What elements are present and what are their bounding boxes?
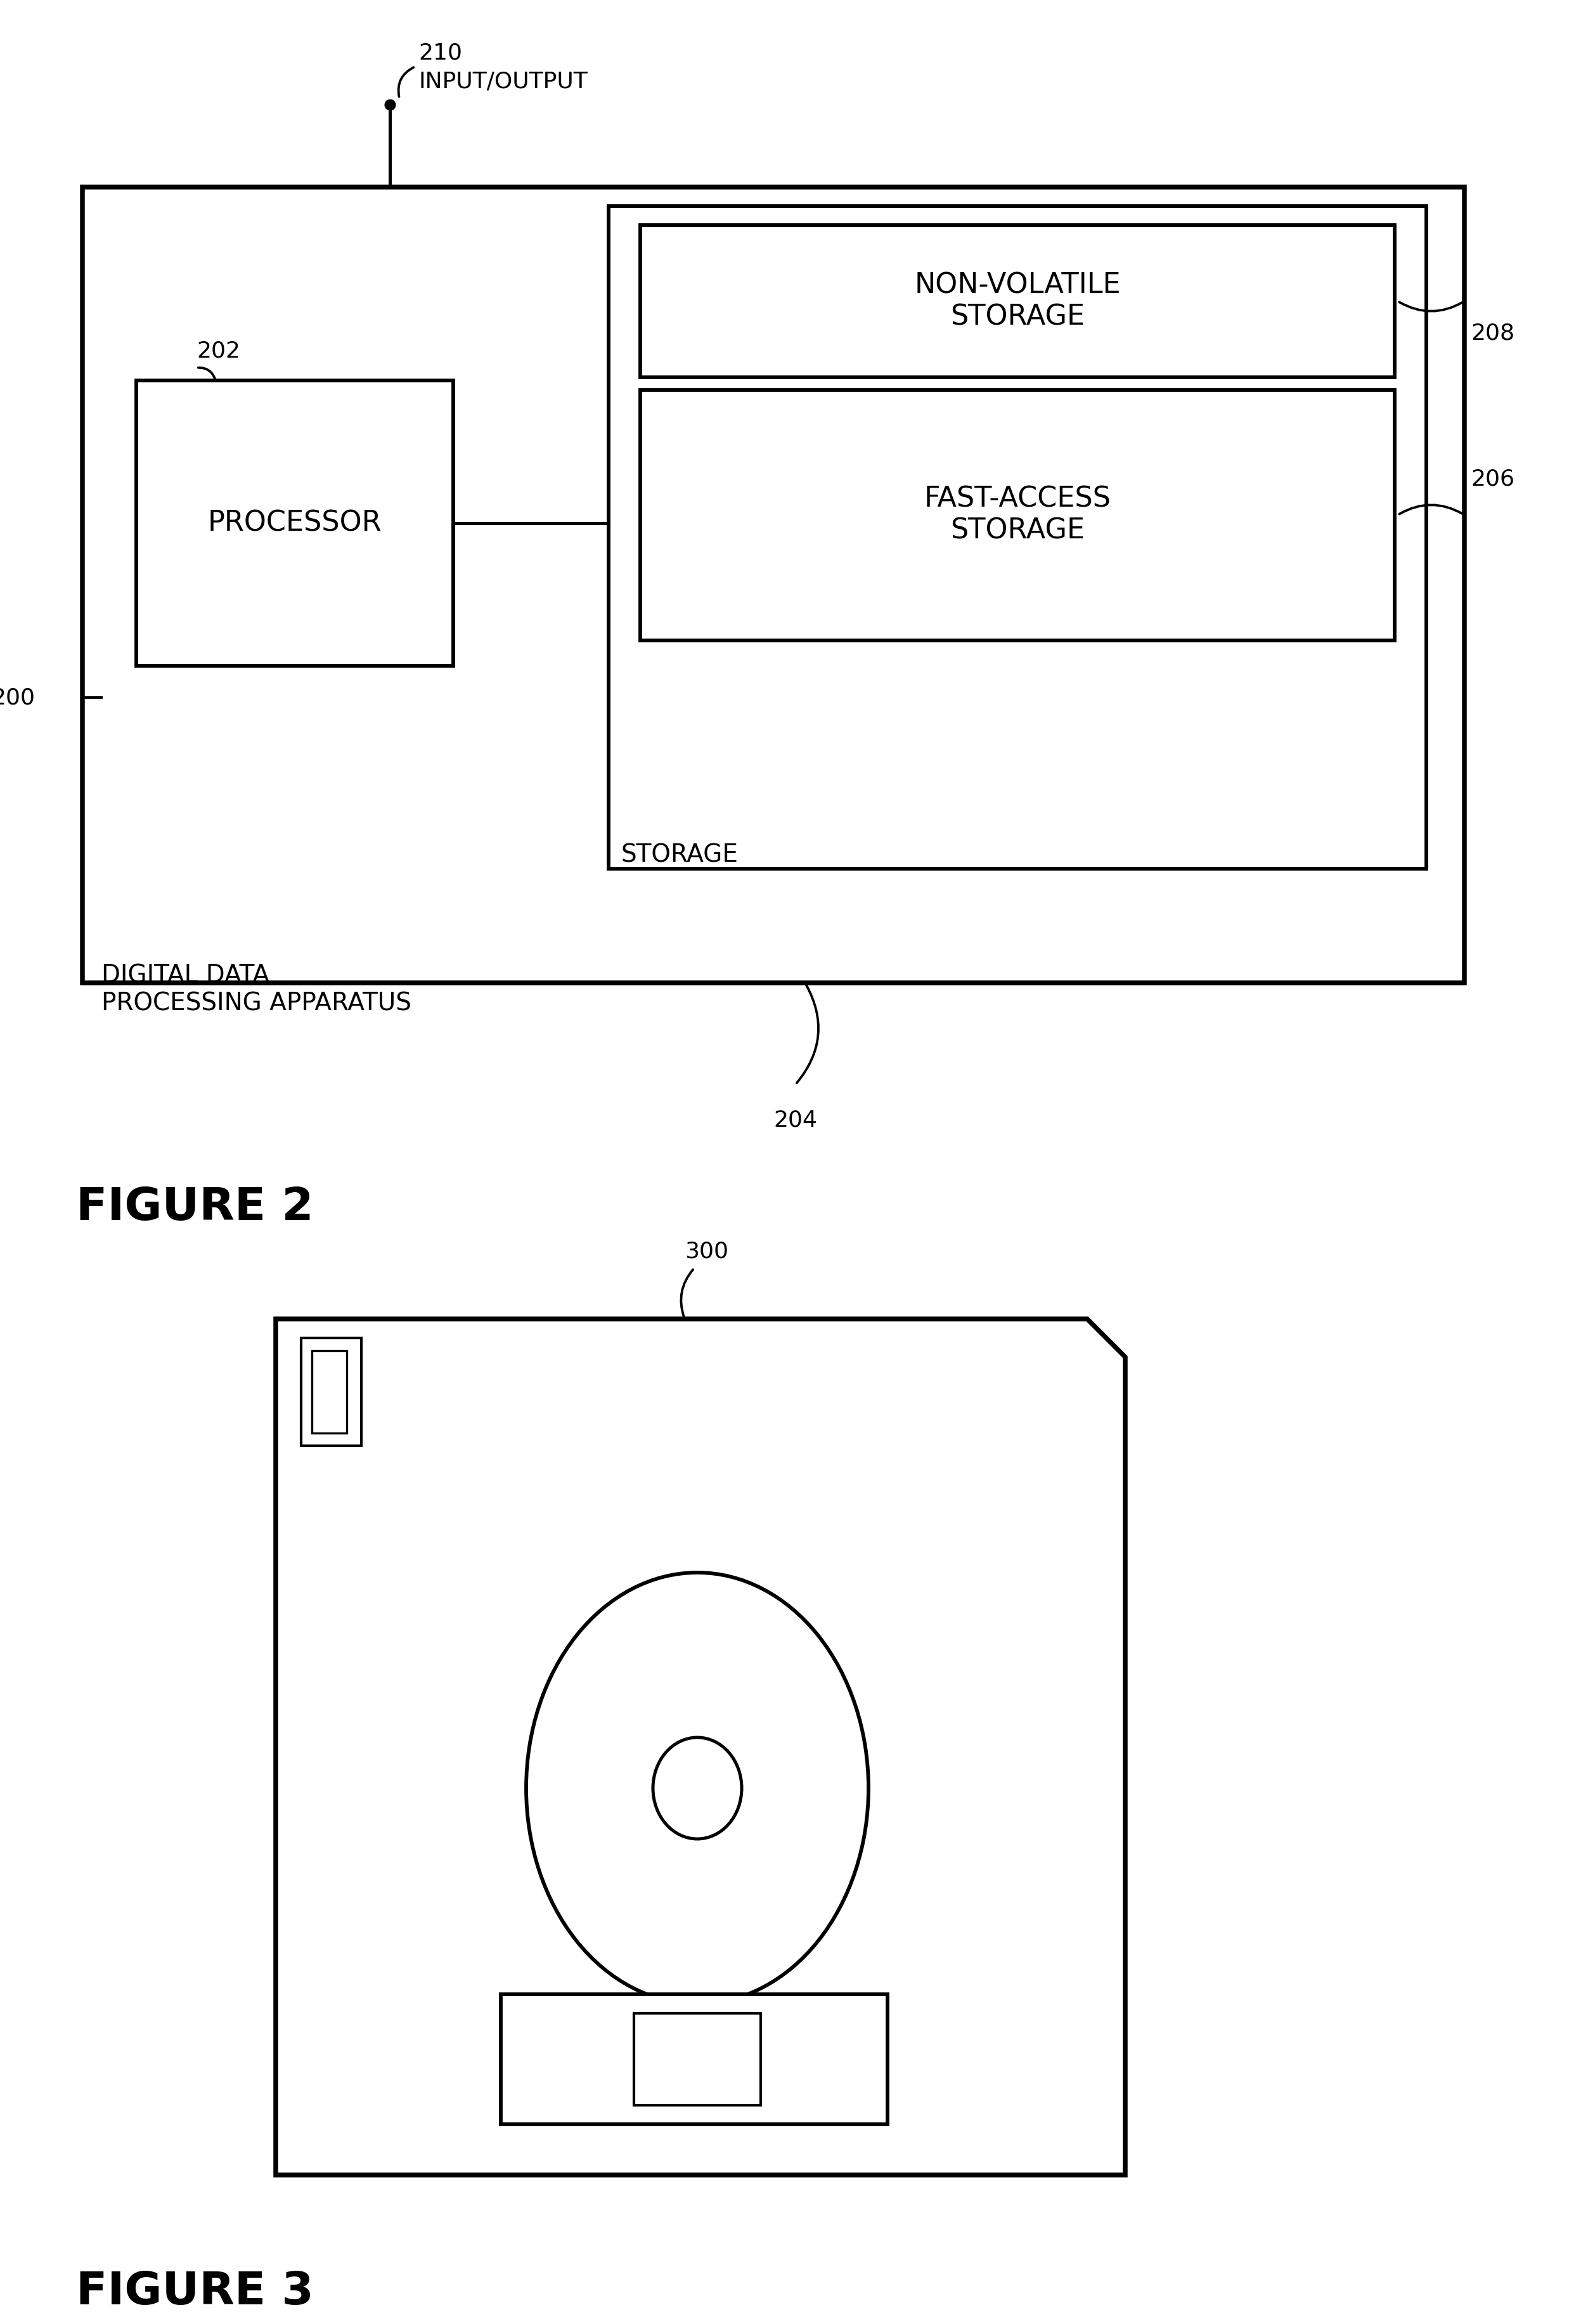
FancyArrowPatch shape [198,367,214,379]
Bar [634,2013,761,2106]
Text: 200: 200 [0,686,35,709]
Bar [640,225,1394,376]
FancyArrowPatch shape [681,1269,692,1318]
Polygon shape [276,1320,1126,2175]
FancyArrowPatch shape [399,67,413,98]
Text: 202: 202 [197,339,240,363]
Ellipse shape [653,1738,742,1838]
Text: PROCESSOR: PROCESSOR [208,509,381,537]
Bar [500,1994,888,2124]
FancyArrowPatch shape [1399,302,1463,311]
FancyArrowPatch shape [1399,504,1463,514]
Text: 204: 204 [773,1109,818,1132]
Text: STORAGE: STORAGE [621,844,738,867]
Text: 300: 300 [684,1241,729,1262]
Text: 210: 210 [418,42,462,63]
Bar [311,1350,346,1434]
Ellipse shape [526,1573,869,2003]
Bar [137,381,453,665]
Text: FIGURE 2: FIGURE 2 [76,1185,313,1229]
Bar [302,1339,362,1446]
Text: 208: 208 [1470,323,1515,344]
Text: 206: 206 [1470,467,1515,490]
Text: FAST-ACCESS
STORAGE: FAST-ACCESS STORAGE [924,486,1112,544]
Bar [83,186,1464,983]
Text: FIGURE 3: FIGURE 3 [76,2271,314,2315]
Text: DIGITAL DATA
PROCESSING APPARATUS: DIGITAL DATA PROCESSING APPARATUS [102,964,411,1016]
FancyArrowPatch shape [797,985,818,1083]
Bar [608,207,1426,869]
Text: NON-VOLATILE
STORAGE: NON-VOLATILE STORAGE [915,272,1121,330]
Text: INPUT/OUTPUT: INPUT/OUTPUT [418,70,588,93]
Bar [640,390,1394,641]
